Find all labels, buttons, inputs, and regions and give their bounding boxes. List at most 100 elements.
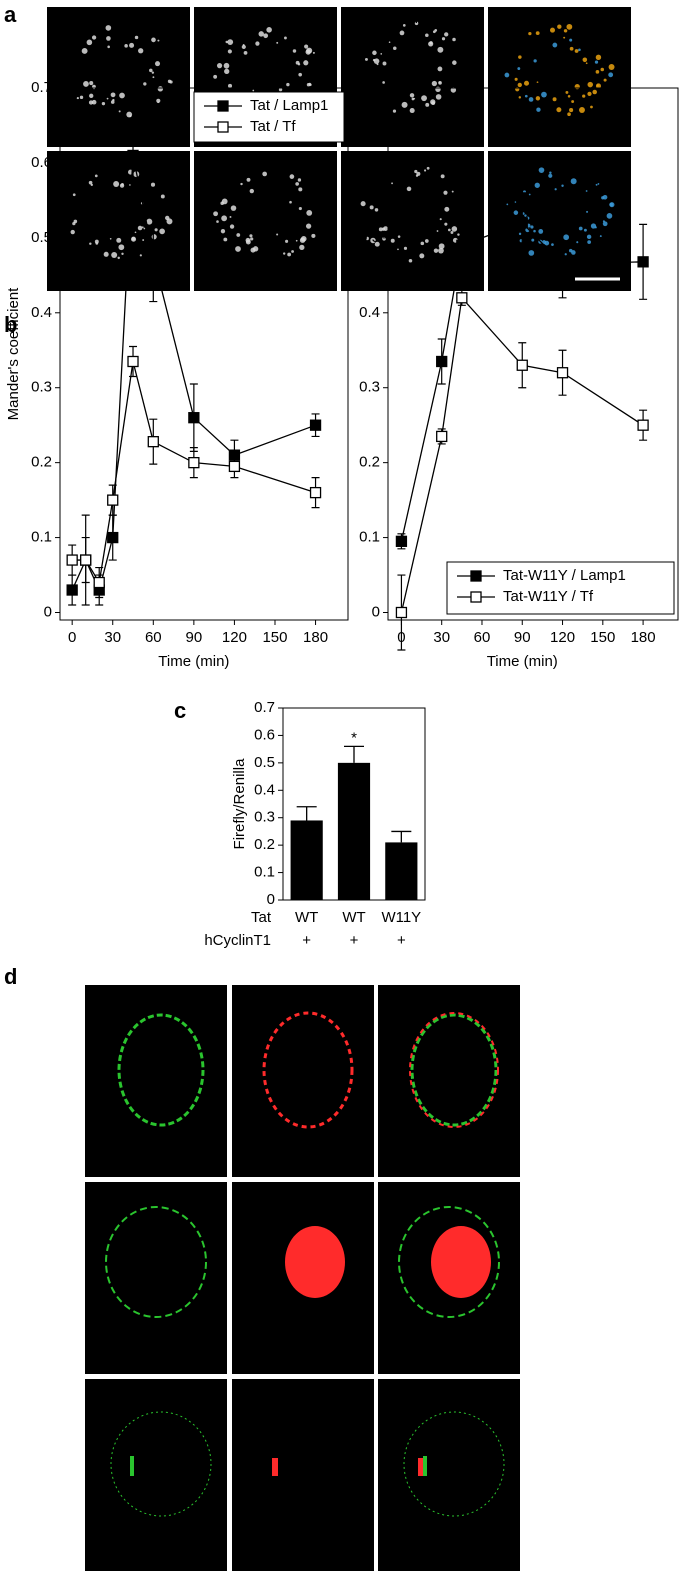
fluorescence-spot	[424, 239, 429, 243]
fluorescence-spot	[112, 98, 115, 102]
x-tick-label-row2: +	[302, 932, 311, 949]
cell-outline	[409, 1012, 499, 1128]
fluorescence-spot	[364, 57, 368, 61]
fluorescence-spot	[414, 169, 418, 174]
marker	[228, 460, 241, 473]
fluorescence-spot	[536, 81, 539, 84]
y-tick-label: 0.4	[254, 781, 275, 798]
panel-letter: d	[4, 964, 17, 989]
fluorescence-spot	[578, 48, 581, 52]
fluorescence-spot	[557, 24, 562, 29]
y-tick-label: 0	[44, 603, 52, 620]
cell-outline	[110, 1411, 212, 1517]
fluorescence-spot	[597, 183, 600, 185]
fluorescence-spot	[423, 169, 427, 172]
fluorescence-spot	[397, 248, 399, 251]
fluorescence-spot	[227, 39, 234, 46]
marker	[436, 355, 448, 368]
fluorescence-spot	[249, 188, 255, 194]
fluorescence-spot	[435, 86, 441, 93]
marker	[309, 486, 322, 499]
fluorescence-spot	[594, 60, 599, 64]
micrograph	[85, 985, 227, 1177]
marker	[436, 430, 448, 443]
fluorescence-spot	[425, 33, 429, 38]
image-label: Merge	[493, 154, 536, 171]
fluorescence-spot	[433, 248, 439, 253]
fluorescence-spot	[401, 101, 408, 108]
image-label: Lamp1	[52, 154, 98, 171]
fluorescence-spot	[252, 89, 255, 92]
fluorescence-spot	[448, 228, 451, 232]
micrograph	[341, 151, 484, 291]
fluorescence-spot	[372, 50, 377, 56]
fluorescence-spot	[116, 237, 122, 243]
fluorescence-spot	[235, 246, 241, 252]
fluorescence-spot	[608, 64, 615, 70]
fluorescence-spot	[91, 35, 97, 40]
y-tick-label: 0.4	[359, 304, 380, 321]
y-tick-label: 0.1	[359, 529, 380, 546]
marker	[217, 121, 229, 133]
fluorescence-spot	[420, 241, 425, 246]
fluorescence-spot	[437, 66, 443, 72]
fluorescence-spot	[289, 200, 292, 204]
fluorescence-spot	[528, 97, 534, 102]
fluorescence-spot	[224, 68, 230, 74]
fluorescence-spot	[414, 21, 419, 26]
fluorescence-spot	[105, 25, 112, 31]
fluorescence-spot	[72, 222, 76, 226]
fluorescence-spot	[138, 48, 144, 54]
x-tick-label: 0	[68, 629, 76, 646]
y-tick-label: 0.6	[254, 726, 275, 743]
fluorescence-spot	[266, 27, 272, 33]
x-tick-label-row2: +	[397, 932, 406, 949]
x-tick-label: 150	[590, 629, 615, 646]
y-tick-label: 0.7	[254, 699, 275, 716]
micrograph	[378, 1379, 520, 1571]
x-tick-label: 30	[104, 629, 121, 646]
image-label: F-actin	[240, 1152, 286, 1169]
marker	[188, 412, 200, 424]
fluorescence-spot	[216, 220, 219, 223]
fluorescence-spot	[289, 174, 295, 179]
fluorescence-spot	[524, 214, 527, 217]
fluorescence-spot	[223, 62, 230, 69]
y-tick-label: 0	[267, 891, 275, 908]
fluorescence-spot	[221, 215, 228, 222]
cell-outline	[403, 1411, 505, 1517]
fluorescence-spot	[382, 81, 385, 84]
marker	[456, 292, 468, 304]
image-label: Transferrin	[346, 154, 418, 171]
fluorescence-spot	[444, 222, 448, 226]
micrograph	[232, 985, 374, 1177]
nucleus	[285, 1226, 345, 1298]
fluorescence-spot	[533, 229, 536, 233]
micrograph	[488, 151, 631, 291]
fluorescence-spot	[255, 41, 260, 46]
fluorescence-spot	[561, 184, 564, 187]
marker	[556, 258, 569, 270]
fluorescence-spot	[306, 209, 313, 216]
fluorescence-spot	[586, 210, 589, 213]
fluorescence-spot	[571, 250, 576, 255]
fluorescence-spot	[146, 218, 153, 225]
image-label: Tat WT	[199, 10, 247, 27]
fluorescence-spot	[399, 30, 405, 36]
fluorescence-spot	[397, 235, 401, 238]
fluorescence-spot	[606, 213, 613, 219]
fluorescence-spot	[440, 174, 445, 179]
fluorescence-spot	[535, 96, 541, 101]
fluorescence-spot	[402, 24, 406, 27]
fluorescence-spot	[576, 241, 579, 244]
fluorescence-spot	[602, 221, 608, 227]
fluorescence-spot	[528, 193, 531, 196]
fluorescence-spot	[134, 231, 137, 234]
fluorescence-spot	[159, 228, 165, 235]
fluorescence-spot	[213, 74, 218, 79]
fluorescence-spot	[419, 253, 425, 259]
fluorescence-spot	[283, 252, 286, 255]
fluorescence-spot	[276, 233, 279, 236]
fluorescence-spot	[518, 232, 522, 236]
fluorescence-spot	[143, 82, 147, 86]
